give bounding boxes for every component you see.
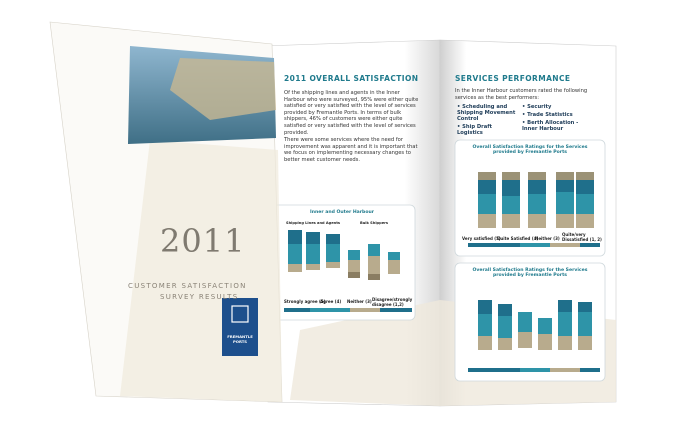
logo-text: FREMANTLE PORTS bbox=[227, 334, 253, 344]
bullet: • Trade Statistics bbox=[522, 112, 573, 118]
cover-title: CUSTOMER SATISFACTION bbox=[128, 282, 247, 290]
legend-entry: Quite/very Dissatisfied (1, 2) bbox=[562, 232, 602, 242]
heading: 2011 OVERALL SATISFACTION bbox=[284, 74, 419, 83]
bullet: • Scheduling and Shipping Movement Contr… bbox=[457, 104, 516, 122]
chart-group: Shipping Lines and Agents bbox=[286, 221, 341, 225]
chart-bars bbox=[468, 172, 600, 372]
legend-entry: Neither (3) bbox=[347, 299, 372, 304]
paragraph: Of the shipping lines and agents in the … bbox=[284, 90, 419, 136]
logo-mark bbox=[231, 305, 249, 323]
cover-photo-land bbox=[170, 58, 276, 120]
chart-bars bbox=[284, 230, 412, 312]
paragraph: In the Inner Harbour customers rated the… bbox=[455, 88, 588, 101]
bullet-text: Scheduling and Shipping Movement Control bbox=[457, 104, 516, 122]
chart-group: Bulk Shippers bbox=[360, 221, 389, 225]
chart-title: Overall Satisfaction Ratings for the Ser… bbox=[472, 268, 588, 278]
bullet-text: Security bbox=[527, 104, 552, 110]
bullet-text: Berth Allocation - Inner Harbour bbox=[522, 120, 579, 132]
bullet: • Berth Allocation - Inner Harbour bbox=[522, 120, 579, 132]
legend-entry: Disagree/strongly disagree (1,2) bbox=[372, 297, 413, 307]
cover-title: SURVEY RESULTS bbox=[160, 293, 239, 301]
legend-entry: Quite Satisfied (4) bbox=[497, 236, 539, 241]
bullet-text: Trade Statistics bbox=[527, 112, 573, 118]
chart-title: Inner and Outer Harbour bbox=[309, 210, 375, 215]
legend-entry: Very satisfied (5) bbox=[462, 236, 501, 241]
cover-year: 2011 bbox=[160, 222, 246, 260]
bullet: • Ship Draft Logistics bbox=[457, 124, 492, 136]
legend-entry: Neither (3) bbox=[535, 236, 560, 241]
heading: SERVICES PERFORMANCE bbox=[455, 74, 571, 83]
logo-box bbox=[222, 298, 258, 356]
chart-title: Overall Satisfaction Ratings for the Ser… bbox=[472, 145, 588, 155]
bullet: • Security bbox=[522, 104, 552, 110]
bullet-text: Ship Draft Logistics bbox=[457, 124, 492, 136]
legend-entry: Strongly agree (5) bbox=[284, 299, 326, 304]
legend-entry: Agree (4) bbox=[320, 299, 342, 304]
paragraph: There were some services where the need … bbox=[284, 137, 418, 163]
